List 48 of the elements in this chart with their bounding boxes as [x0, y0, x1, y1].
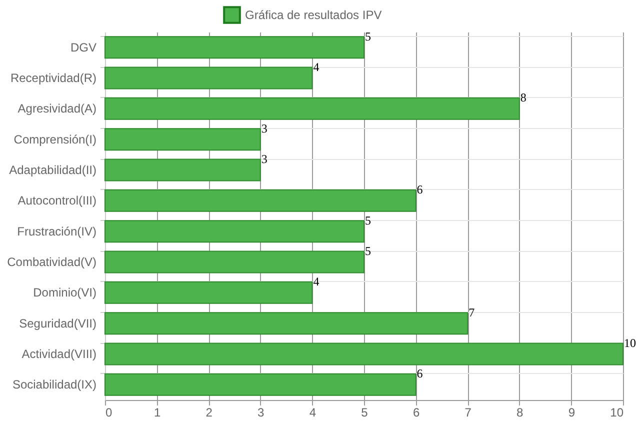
data-label: 6: [416, 366, 423, 381]
x-tick-label: 10: [610, 406, 624, 420]
y-tick-label: Sociabilidad(IX): [12, 378, 96, 392]
x-tick-label: 9: [568, 406, 576, 420]
x-tick-label: 5: [361, 406, 368, 420]
y-tick-label: Combatividad(V): [7, 255, 96, 269]
y-tick-label: Adaptabilidad(II): [9, 163, 96, 177]
data-label: 10: [624, 336, 636, 350]
y-tick-label: Agresividad(A): [18, 102, 96, 116]
legend-label: Gráfica de resultados IPV: [245, 8, 382, 22]
y-tick-label: Seguridad(VII): [19, 316, 96, 330]
data-label: 7: [468, 305, 475, 320]
x-tick-label: 0: [106, 406, 112, 420]
data-label: 4: [313, 274, 320, 289]
y-tick-label: Frustración(IV): [17, 224, 96, 238]
bar: [104, 220, 364, 243]
bar: [104, 189, 416, 212]
y-tick-label: Receptividad(R): [10, 71, 96, 85]
x-tick-label: 2: [206, 406, 213, 420]
data-label: 8: [520, 90, 526, 105]
bar: [104, 312, 468, 335]
data-label: 3: [261, 121, 268, 136]
x-tick-label: 1: [154, 406, 161, 420]
bar: [104, 36, 364, 59]
bar: [104, 128, 261, 151]
bar: [104, 373, 416, 396]
data-label: 4: [313, 60, 320, 74]
data-label: 5: [365, 29, 371, 44]
data-label: 5: [365, 244, 371, 258]
y-tick-label: Autocontrol(III): [18, 194, 96, 208]
bar: [104, 250, 364, 274]
x-tick-label: 3: [258, 406, 265, 420]
data-label: 5: [365, 213, 371, 228]
x-tick-label: 6: [412, 406, 420, 420]
x-tick-label: 7: [464, 406, 472, 420]
bar: [104, 66, 313, 90]
x-tick-label: 8: [516, 406, 524, 420]
y-tick-label: Dominio(VI): [33, 286, 96, 300]
bar: [104, 342, 624, 366]
y-tick-label: Comprensión(I): [14, 132, 96, 146]
y-tick-label: Actividad(VIII): [22, 347, 96, 361]
data-label: 6: [416, 182, 423, 197]
x-tick-label: 4: [309, 406, 316, 420]
bar: [104, 281, 313, 304]
data-label: 3: [261, 152, 268, 166]
bar: [104, 158, 261, 182]
y-tick-label: DGV: [70, 40, 96, 54]
bar: [104, 97, 520, 120]
